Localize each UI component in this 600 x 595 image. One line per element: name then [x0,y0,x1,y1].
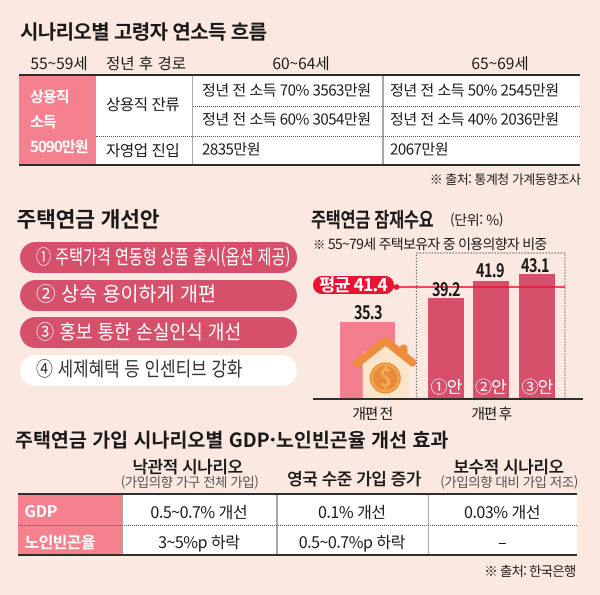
svg-text:$: $ [379,357,391,394]
